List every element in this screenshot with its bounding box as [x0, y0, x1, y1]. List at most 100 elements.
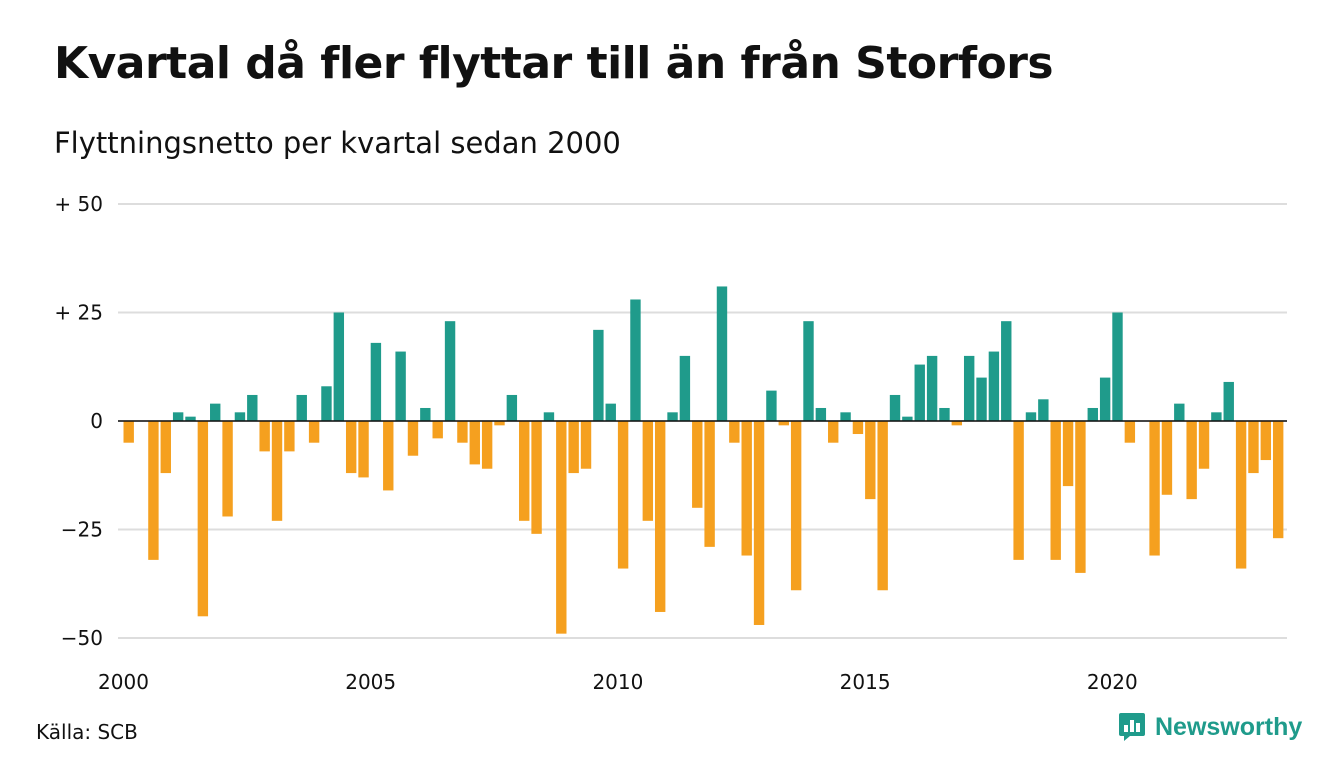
- bar: [1013, 421, 1024, 560]
- y-tick-label: −50: [61, 626, 103, 650]
- bar: [1050, 421, 1061, 560]
- bar: [506, 394, 518, 421]
- bar: [284, 421, 295, 452]
- bar: [803, 321, 814, 421]
- bar: [1149, 421, 1160, 556]
- bar: [1248, 421, 1259, 474]
- bar: [308, 421, 320, 443]
- bar: [556, 421, 567, 634]
- bar: [1062, 421, 1074, 487]
- bar: [1211, 412, 1222, 421]
- chart-subtitle: Flyttningsnetto per kvartal sedan 2000: [54, 126, 621, 160]
- bar: [543, 412, 555, 421]
- bar: [679, 355, 691, 421]
- bar: [1174, 403, 1185, 421]
- bar: [1235, 421, 1247, 569]
- bar: [1001, 321, 1012, 421]
- bar: [914, 364, 925, 421]
- bar: [407, 421, 419, 456]
- bar: [469, 421, 480, 465]
- y-tick-label: 0: [90, 409, 103, 433]
- x-tick-label: 2005: [345, 670, 396, 694]
- bar: [481, 421, 493, 469]
- bar: [383, 421, 394, 491]
- bar: [580, 421, 592, 469]
- bar: [766, 390, 777, 421]
- bar: [1124, 421, 1136, 443]
- bar: [630, 299, 641, 421]
- bar: [617, 421, 629, 569]
- bar: [667, 412, 678, 421]
- bar: [1186, 421, 1197, 500]
- bar: [828, 421, 839, 443]
- bar: [259, 421, 270, 452]
- bar: [1038, 399, 1049, 421]
- source-note: Källa: SCB: [36, 720, 138, 744]
- bar: [321, 386, 332, 421]
- bar: [296, 394, 307, 421]
- bar: [889, 394, 901, 421]
- bar: [185, 416, 196, 421]
- bar: [654, 421, 666, 612]
- bar: [395, 351, 406, 421]
- x-tick-label: 2000: [98, 670, 149, 694]
- bar: [642, 421, 654, 521]
- y-tick-label: −25: [61, 518, 103, 542]
- bar: [704, 421, 715, 547]
- x-axis-labels: 2000 2005 2010 2015 2020: [98, 670, 1138, 694]
- bar: [222, 421, 233, 517]
- bar: [778, 421, 789, 426]
- y-tick-label: + 25: [54, 301, 103, 325]
- bar: [358, 421, 369, 478]
- bar: [420, 407, 431, 421]
- chart-title: Kvartal då fler flyttar till än från Sto…: [54, 38, 1054, 89]
- bar: [790, 421, 802, 591]
- bar: [605, 403, 616, 421]
- x-tick-label: 2020: [1087, 670, 1138, 694]
- bar: [951, 421, 963, 426]
- bar: [333, 312, 345, 421]
- bar: [172, 412, 184, 421]
- bar: [271, 421, 283, 521]
- x-tick-label: 2010: [592, 670, 643, 694]
- bar: [123, 421, 134, 443]
- bar: [963, 355, 975, 421]
- bar: [939, 407, 950, 421]
- bar: [1075, 421, 1086, 573]
- bar: [568, 421, 579, 474]
- bar-chart-speech-bubble-icon: [1119, 713, 1145, 741]
- bar: [741, 421, 752, 556]
- brand-logo: Newsworthy: [1118, 712, 1302, 742]
- y-tick-label: + 50: [54, 192, 103, 216]
- bar: [877, 421, 888, 591]
- bar: [247, 394, 258, 421]
- bar: [370, 342, 382, 421]
- bar: [160, 421, 171, 474]
- bar: [902, 416, 913, 421]
- bar: [210, 403, 221, 421]
- bar: [593, 329, 604, 421]
- bar: [1223, 381, 1234, 421]
- bar: [1087, 407, 1098, 421]
- bar: [988, 351, 1000, 421]
- bar: [852, 421, 864, 435]
- bar: [976, 377, 987, 421]
- bar: [1099, 377, 1111, 421]
- bars: [123, 286, 1284, 634]
- bar: [692, 421, 703, 508]
- bar: [753, 421, 765, 625]
- bar: [234, 412, 246, 421]
- bar: [1198, 421, 1210, 469]
- brand-name: Newsworthy: [1155, 712, 1303, 741]
- bar: [729, 421, 740, 443]
- bar: [815, 407, 827, 421]
- bar: [444, 321, 456, 421]
- bar: [432, 421, 443, 439]
- bar: [1161, 421, 1173, 495]
- bar: [1272, 421, 1284, 539]
- bar: [457, 421, 468, 443]
- bar-chart: + 50 + 25 0 −25 −50 2000 2005 2010 2015 2020: [54, 192, 1287, 694]
- bar: [926, 355, 938, 421]
- bar: [840, 412, 851, 421]
- y-axis-labels: + 50 + 25 0 −25 −50: [54, 192, 103, 650]
